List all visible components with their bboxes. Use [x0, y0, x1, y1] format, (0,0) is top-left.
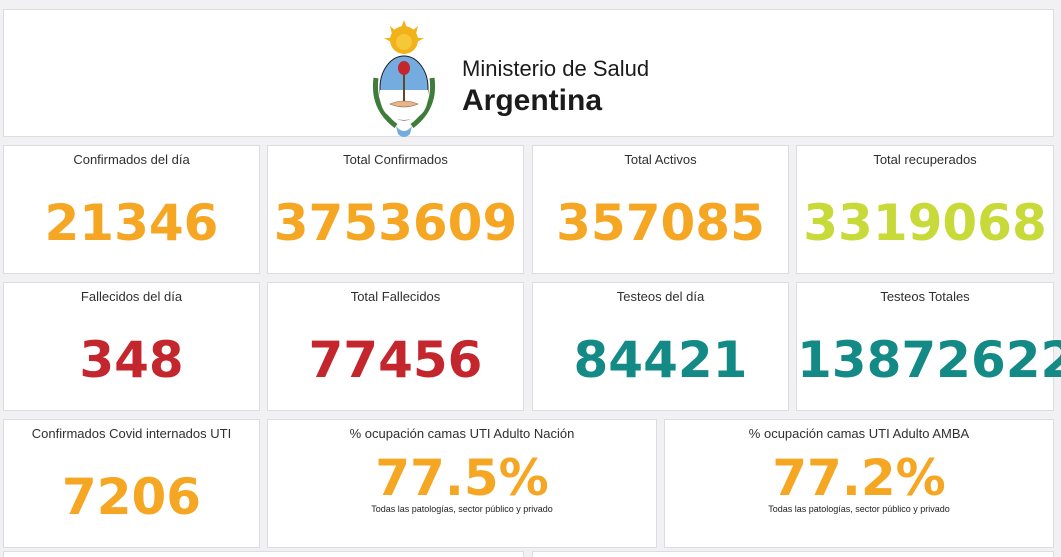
stat-value: 77.5% [375, 449, 549, 507]
stat-note: Todas las patologías, sector público y p… [768, 504, 950, 514]
stat-ocupacion-amba: % ocupación camas UTI Adulto AMBA 77.2% … [664, 419, 1054, 548]
stat-ocupacion-nacion: % ocupación camas UTI Adulto Nación 77.5… [267, 419, 657, 548]
stat-label: % ocupación camas UTI Adulto AMBA [748, 426, 970, 441]
stat-value: 3319068 [803, 194, 1047, 252]
stat-total-confirmados: Total Confirmados 3753609 [267, 145, 524, 274]
stat-total-activos: Total Activos 357085 [532, 145, 789, 274]
stat-internados-uti: Confirmados Covid internados UTI 7206 [3, 419, 260, 548]
next-row-panel-left [3, 551, 524, 557]
stat-value: 357085 [556, 194, 765, 252]
stat-label: Testeos Totales [880, 289, 970, 304]
stat-fallecidos-dia: Fallecidos del día 348 [3, 282, 260, 411]
stat-testeos-dia: Testeos del día 84421 [532, 282, 789, 411]
stat-value: 7206 [61, 468, 202, 526]
stat-testeos-totales: Testeos Totales 13872622 [796, 282, 1061, 411]
ministry-name: Ministerio de Salud [462, 56, 650, 81]
stat-value: 77456 [308, 331, 483, 389]
stat-note: Todas las patologías, sector público y p… [371, 504, 553, 514]
stat-value: 348 [79, 331, 184, 389]
stat-label: Total Fallecidos [350, 289, 441, 304]
stat-label: Testeos del día [616, 289, 705, 304]
stat-label: Confirmados del día [73, 152, 190, 167]
header-panel: Ministerio de Salud Argentina [3, 9, 1054, 137]
stat-label: % ocupación camas UTI Adulto Nación [349, 426, 575, 441]
stat-label: Confirmados Covid internados UTI [31, 426, 232, 441]
stat-confirmados-dia: Confirmados del día 21346 [3, 145, 260, 274]
stat-label: Fallecidos del día [80, 289, 183, 304]
stat-value: 13872622 [797, 331, 1061, 389]
next-row-panel-right [532, 551, 1054, 557]
stat-value: 84421 [573, 331, 748, 389]
stat-label: Total Confirmados [343, 152, 448, 167]
stat-label: Total Activos [624, 152, 697, 167]
stat-label: Total recuperados [873, 152, 977, 167]
stat-value: 21346 [44, 194, 219, 252]
stat-total-fallecidos: Total Fallecidos 77456 [267, 282, 524, 411]
stat-total-recuperados: Total recuperados 3319068 [796, 145, 1054, 274]
country-name: Argentina [462, 84, 603, 117]
argentina-coat-of-arms-icon [366, 18, 442, 142]
stat-value: 77.2% [772, 449, 946, 507]
stat-value: 3753609 [273, 194, 518, 252]
